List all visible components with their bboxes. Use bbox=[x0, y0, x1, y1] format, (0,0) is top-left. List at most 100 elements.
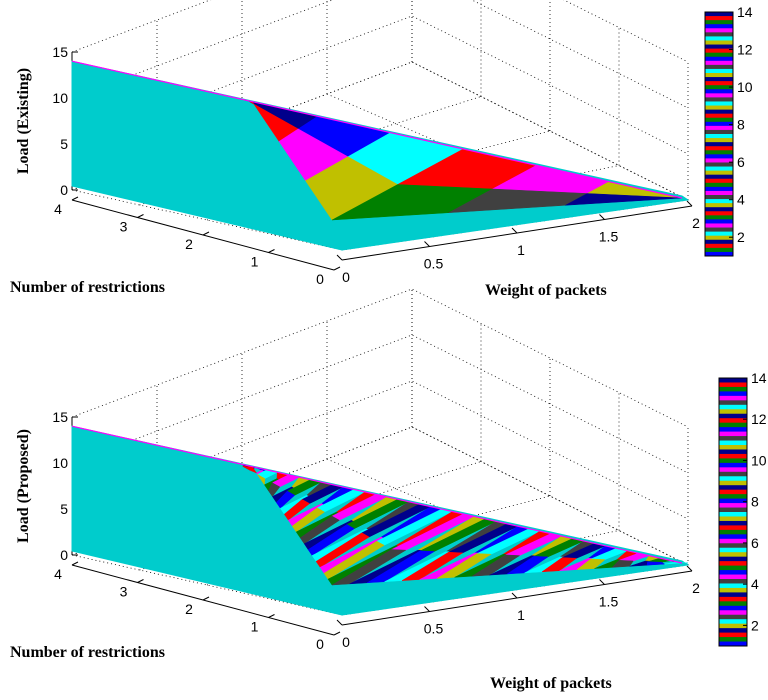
y-tick-0-2 bbox=[202, 231, 210, 236]
colorbar-strip-1-41 bbox=[719, 561, 747, 567]
colorbar-strip-0-11 bbox=[705, 56, 733, 62]
colorbar-strip-0-35 bbox=[705, 154, 733, 159]
colorbar-strip-0-33 bbox=[705, 146, 733, 151]
colorbar-strip-1-14 bbox=[719, 440, 747, 446]
x-axis-label: Weight of packets bbox=[490, 675, 612, 692]
x-tick-label: 0 bbox=[342, 634, 350, 650]
y-tick-1-2 bbox=[202, 596, 210, 601]
colorbar-tick-label: 4 bbox=[737, 192, 745, 208]
colorbar-strip-1-2 bbox=[719, 386, 747, 392]
colorbar-strip-1-0 bbox=[719, 378, 747, 383]
colorbar-tick-label: 14 bbox=[737, 4, 753, 20]
colorbar-tick-label: 2 bbox=[737, 229, 745, 245]
colorbar-strip-1-21 bbox=[719, 471, 747, 477]
z-axis-label: Load (Proposed) bbox=[15, 429, 32, 543]
surface-rim-0 bbox=[71, 60, 683, 199]
y-tick-label: 2 bbox=[185, 601, 193, 617]
colorbar-strip-0-5 bbox=[705, 32, 733, 37]
colorbar-strip-1-34 bbox=[719, 529, 747, 535]
colorbar-strip-1-32 bbox=[719, 520, 747, 526]
colorbar-strip-0-17 bbox=[705, 81, 733, 86]
y-tick-label: 0 bbox=[316, 271, 324, 287]
y-tick-label: 1 bbox=[251, 619, 259, 635]
colorbar-strip-1-38 bbox=[719, 547, 747, 553]
colorbar-strip-0-6 bbox=[705, 36, 733, 41]
x-tick-0-1 bbox=[424, 241, 430, 247]
colorbar-strip-1-49 bbox=[719, 596, 747, 602]
y-tick-0-1 bbox=[268, 249, 275, 253]
x-tick-1-2 bbox=[511, 592, 518, 599]
colorbar-strip-1-29 bbox=[719, 507, 747, 513]
colorbar-strip-0-31 bbox=[705, 138, 733, 143]
z-tick-label: 15 bbox=[52, 44, 68, 60]
colorbar-strip-1-58 bbox=[719, 637, 747, 643]
colorbar-strip-0-24 bbox=[705, 109, 733, 115]
colorbar-strip-1-7 bbox=[719, 409, 747, 415]
colorbar-strip-0-3 bbox=[705, 24, 733, 29]
colorbar-strip-1-17 bbox=[719, 453, 747, 459]
x-tick-1-4 bbox=[686, 565, 693, 572]
colorbar-strip-0-18 bbox=[705, 85, 733, 90]
x-tick-label: 0.5 bbox=[424, 256, 444, 272]
y-tick-1-4 bbox=[71, 561, 79, 566]
colorbar-strip-1-24 bbox=[719, 485, 747, 491]
colorbar-strip-1-3 bbox=[719, 391, 747, 397]
y-axis-label: Number of restrictions bbox=[10, 279, 165, 296]
x-tick-1-1 bbox=[424, 606, 430, 612]
colorbar-strip-0-39 bbox=[705, 170, 733, 176]
x-tick-label: 1 bbox=[517, 607, 525, 623]
y-tick-1-0 bbox=[333, 631, 341, 636]
x-tick-1-0 bbox=[336, 619, 343, 626]
colorbar-strip-0-59 bbox=[705, 251, 733, 257]
y-tick-1-3 bbox=[137, 579, 144, 583]
y-tick-1-1 bbox=[268, 614, 275, 618]
colorbar-strip-1-44 bbox=[719, 574, 747, 580]
colorbar-strip-0-22 bbox=[705, 101, 733, 107]
x-tick-label: 0.5 bbox=[424, 621, 444, 637]
colorbar-strip-0-7 bbox=[705, 40, 733, 46]
colorbar-strip-1-26 bbox=[719, 494, 747, 500]
z-tick-label: 10 bbox=[52, 455, 68, 471]
colorbar-strip-0-48 bbox=[705, 207, 733, 212]
colorbar-tick-label: 6 bbox=[751, 535, 759, 551]
colorbar-strip-0-4 bbox=[705, 28, 733, 33]
colorbar-strip-0-25 bbox=[705, 113, 733, 119]
colorbar-strip-1-57 bbox=[719, 632, 747, 638]
colorbar-strip-0-20 bbox=[705, 93, 733, 98]
z-tick-label: 15 bbox=[52, 409, 68, 425]
colorbar-strip-0-21 bbox=[705, 97, 733, 102]
colorbar-strip-1-6 bbox=[719, 404, 747, 410]
colorbar-frame-0 bbox=[704, 11, 734, 257]
colorbar-strip-1-37 bbox=[719, 543, 747, 549]
colorbar-strip-0-54 bbox=[705, 231, 733, 237]
z-tick-label: 5 bbox=[60, 136, 68, 152]
colorbar-strip-0-1 bbox=[705, 16, 733, 21]
colorbar-strip-1-9 bbox=[719, 418, 747, 424]
colorbar-strip-1-45 bbox=[719, 579, 747, 584]
colorbar-strip-0-32 bbox=[705, 142, 733, 147]
z-tick-label: 5 bbox=[60, 501, 68, 517]
colorbar-strip-0-50 bbox=[705, 215, 733, 220]
colorbar-strip-0-58 bbox=[705, 247, 733, 253]
y-tick-label: 2 bbox=[185, 236, 193, 252]
colorbar-strip-1-1 bbox=[719, 382, 747, 388]
colorbar-tick-label: 12 bbox=[751, 411, 767, 427]
colorbar-strip-1-43 bbox=[719, 570, 747, 576]
colorbar-tick-label: 8 bbox=[737, 117, 745, 133]
colorbar-strip-0-42 bbox=[705, 182, 733, 188]
colorbar-strip-0-46 bbox=[705, 199, 733, 204]
x-tick-0-0 bbox=[336, 254, 343, 261]
y-tick-label: 4 bbox=[54, 566, 62, 582]
colorbar-tick-label: 14 bbox=[751, 370, 767, 386]
y-tick-0-4 bbox=[71, 196, 79, 201]
y-tick-label: 3 bbox=[120, 584, 128, 600]
colorbar-tick-label: 4 bbox=[751, 576, 759, 592]
x-tick-label: 0 bbox=[342, 269, 350, 285]
colorbar-tick-label: 8 bbox=[751, 494, 759, 510]
colorbar-strip-1-33 bbox=[719, 525, 747, 531]
colorbar-strip-0-41 bbox=[705, 178, 733, 184]
colorbar-strip-1-27 bbox=[719, 498, 747, 504]
colorbar-strip-1-36 bbox=[719, 538, 747, 544]
y-axis-label: Number of restrictions bbox=[10, 644, 165, 661]
